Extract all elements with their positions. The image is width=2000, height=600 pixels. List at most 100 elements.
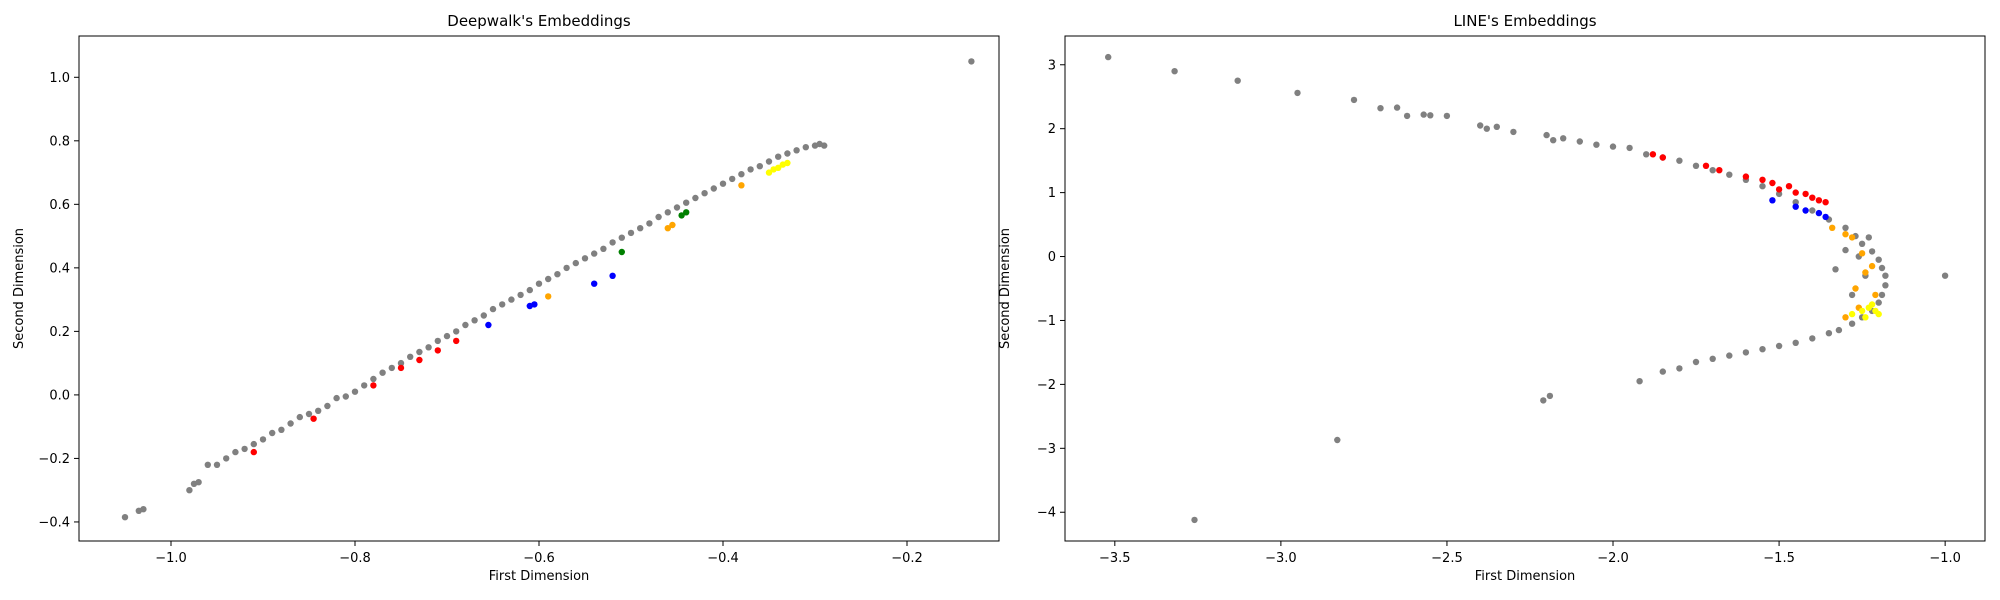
- scatter-point: [361, 382, 368, 389]
- scatter-point: [379, 369, 386, 376]
- scatter-point: [1882, 282, 1889, 289]
- x-tick-label: −0.8: [339, 551, 371, 566]
- scatter-point: [1659, 368, 1667, 375]
- scatter-point: [627, 229, 635, 237]
- scatter-point: [1858, 240, 1866, 247]
- scatter-point: [269, 429, 276, 437]
- scatter-point: [738, 182, 745, 189]
- scatter-point: [1842, 314, 1849, 321]
- scatter-point: [545, 293, 552, 300]
- scatter-point: [1105, 53, 1112, 61]
- scatter-point: [259, 436, 267, 443]
- scatter-point: [1546, 392, 1554, 400]
- scatter-point: [397, 364, 405, 372]
- y-axis-label: Second Dimension: [998, 228, 1013, 349]
- scatter-point: [1868, 262, 1876, 270]
- scatter-point: [531, 301, 538, 308]
- scatter-point: [1676, 157, 1683, 164]
- scatter-point: [655, 213, 662, 221]
- scatter-point: [1334, 436, 1341, 444]
- scatter-point: [121, 514, 129, 521]
- scatter-point: [554, 271, 561, 278]
- y-tick-label: 0.0: [49, 388, 70, 403]
- scatter-point: [416, 356, 423, 364]
- scatter-point: [1626, 144, 1633, 152]
- scatter-point: [1842, 224, 1849, 231]
- scatter-point: [241, 445, 248, 453]
- plot-frame: [1064, 35, 1986, 542]
- scatter-point: [250, 448, 257, 456]
- scatter-point: [618, 234, 625, 241]
- scatter-point: [1443, 112, 1451, 120]
- x-tick-label: −3.5: [1099, 551, 1131, 566]
- scatter-point: [1550, 137, 1557, 144]
- scatter-point: [453, 328, 460, 335]
- scatter-point: [747, 166, 754, 173]
- scatter-point: [1829, 224, 1836, 231]
- scatter-point: [315, 407, 322, 414]
- scatter-point: [1872, 291, 1879, 299]
- scatter-point: [223, 455, 230, 462]
- chart-panel-1: Deepwalk's Embeddings −1.0 −0.8 −0.6 −0.4 −0.…: [12, 12, 1000, 584]
- scatter-point: [600, 245, 607, 252]
- scatter-point: [1832, 266, 1839, 273]
- scatter-point: [1941, 272, 1949, 279]
- x-axis-label: First Dimension: [489, 569, 590, 584]
- scatter-point: [213, 461, 221, 468]
- scatter-point: [1785, 183, 1793, 190]
- scatter-point: [434, 347, 441, 354]
- scatter-point: [821, 142, 828, 149]
- scatter-point: [1842, 246, 1849, 254]
- y-tick-label: 0: [1048, 250, 1056, 265]
- scatter-point: [1802, 207, 1809, 214]
- scatter-point: [637, 225, 644, 232]
- scatter-point: [1775, 190, 1783, 198]
- scatter-point: [1848, 291, 1856, 299]
- scatter-point: [719, 180, 727, 187]
- y-tick-label: −4: [1037, 506, 1056, 521]
- scatter-point: [1759, 346, 1766, 353]
- scatter-point: [1510, 128, 1517, 136]
- scatter-point: [1702, 162, 1710, 169]
- scatter-point: [370, 382, 377, 389]
- scatter-point: [618, 248, 625, 256]
- scatter-point: [388, 364, 395, 372]
- scatter-point: [1171, 68, 1178, 75]
- scatter-point: [1825, 330, 1833, 337]
- scatter-point: [1862, 314, 1869, 321]
- y-tick-label: 2: [1048, 122, 1056, 137]
- scatter-point: [1609, 143, 1617, 150]
- scatter-point: [1191, 516, 1198, 524]
- scatter-point: [397, 359, 405, 367]
- scatter-point: [968, 58, 975, 65]
- y-tick-label: 0.2: [49, 325, 70, 340]
- x-axis-label: First Dimension: [1475, 569, 1576, 584]
- scatter-point: [1848, 234, 1856, 241]
- scatter-point: [1868, 301, 1876, 308]
- scatter-point: [775, 164, 782, 171]
- scatter-point: [526, 286, 533, 294]
- scatter-point: [1792, 203, 1799, 210]
- scatter-point: [1427, 112, 1434, 119]
- scatter-point: [1775, 342, 1783, 350]
- scatter-point: [646, 220, 653, 227]
- scatter-point: [664, 225, 671, 232]
- scatter-point: [1809, 207, 1816, 214]
- y-tick-label: 1: [1048, 186, 1056, 201]
- scatter-point: [407, 353, 414, 360]
- scatter-point: [1716, 167, 1723, 174]
- scatter-point: [1543, 131, 1550, 139]
- scatter-point: [1878, 291, 1886, 299]
- scatter-point: [1802, 190, 1809, 198]
- x-tick-label: −2.0: [1597, 551, 1629, 566]
- scatter-point: [278, 426, 285, 433]
- scatter-point: [784, 150, 791, 157]
- y-tick-label: −1: [1037, 314, 1056, 329]
- x-tick-label: −3.0: [1265, 551, 1297, 566]
- scatter-point: [581, 255, 589, 262]
- scatter-point: [1865, 234, 1873, 241]
- scatter-point: [1709, 355, 1716, 362]
- scatter-point: [1420, 111, 1427, 118]
- scatter-point: [342, 393, 349, 400]
- x-tick-label: −0.4: [707, 551, 739, 566]
